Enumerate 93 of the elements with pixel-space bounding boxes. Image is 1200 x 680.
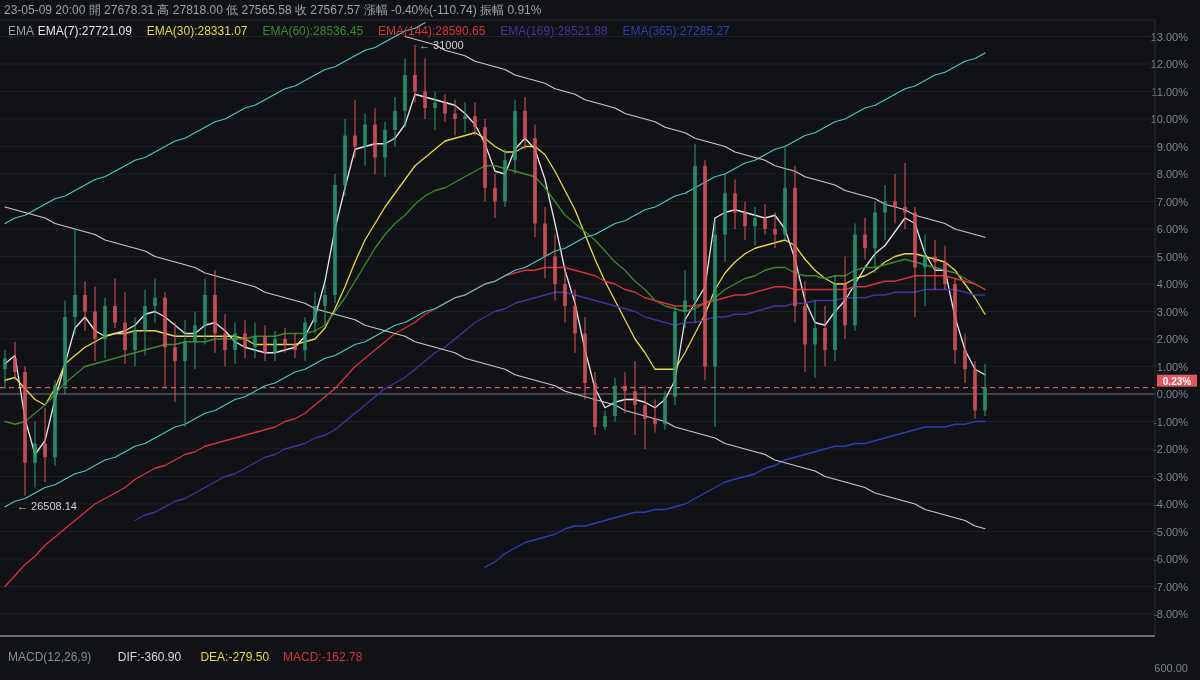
candlestick: [463, 102, 467, 134]
y-tick-label: 12.00%: [1150, 58, 1189, 70]
candlestick: [283, 327, 287, 354]
line-series: [4, 52, 986, 508]
y-tick-label: 9.00%: [1156, 140, 1189, 153]
y-tick-label: 5.00%: [1156, 250, 1189, 263]
candlestick: [823, 305, 827, 367]
candlestick: [473, 102, 477, 136]
candlestick: [733, 179, 737, 230]
y-tick-label: 11.00%: [1151, 85, 1189, 98]
candlestick: [883, 184, 887, 241]
y-tick-label: 6.00%: [1156, 223, 1189, 235]
candlestick: [33, 421, 37, 488]
y-tick-label: -2.00%: [1153, 443, 1189, 455]
candlestick: [963, 333, 967, 384]
candlestick: [453, 99, 457, 136]
y-tick-label: 4.00%: [1156, 278, 1189, 290]
y-tick-label: 3.00%: [1156, 305, 1189, 318]
line-series: [4, 206, 986, 530]
candlestick: [73, 228, 77, 334]
candlestick: [243, 319, 247, 359]
candlestick: [223, 313, 227, 367]
text: 23-05-09 20:00 開 27678.31 高 27818.00 低 27565.58 收 27567.57 漲幅 -0.40%(-110.74) 振幅 0.91%: [4, 3, 542, 17]
candlestick: [863, 217, 867, 260]
text: EMA(60):28536.45: [262, 24, 364, 38]
line-series: [484, 420, 986, 568]
text: DEA:-279.50: [200, 650, 270, 664]
candlestick: [183, 319, 187, 428]
candlestick: [933, 239, 937, 290]
candlestick: [683, 269, 687, 329]
candlestick: [653, 399, 657, 433]
y-tick-label: -8.00%: [1153, 608, 1189, 620]
candlestick: [83, 280, 87, 332]
candlestick: [313, 291, 317, 334]
candlestick: [233, 322, 237, 365]
candlestick: [433, 91, 437, 131]
candlestick: [363, 113, 367, 167]
candlestick: [293, 333, 297, 359]
candlestick: [153, 278, 157, 323]
text: EMA(169):28521.88: [500, 24, 608, 38]
y-tick-label: 8.00%: [1156, 168, 1189, 180]
candlestick: [353, 99, 357, 158]
text: MACD(12,26,9): [8, 650, 92, 664]
y-tick-label: -7.00%: [1153, 580, 1189, 593]
y-tick-label: 0.00%: [1156, 388, 1189, 400]
y-tick-label: 13.00%: [1150, 30, 1189, 43]
candlestick: [393, 96, 397, 147]
y-tick-label: 2.00%: [1156, 333, 1189, 345]
candlestick: [773, 212, 777, 249]
candlestick: [253, 322, 257, 359]
text: DIF:-360.90: [117, 650, 182, 664]
candlestick: [423, 58, 427, 120]
y-tick-label: 7.00%: [1156, 195, 1189, 208]
candlestick: [13, 341, 17, 378]
annotation: ← 26508.14: [17, 499, 77, 512]
text: EMA(7):27721.09: [37, 24, 133, 38]
candlestick: [983, 363, 987, 417]
candlestick: [413, 44, 417, 103]
candlestick: [443, 93, 447, 123]
candlestick: [43, 407, 47, 483]
candlestick: [893, 173, 897, 224]
candlestick: [133, 316, 137, 367]
candlestick: [563, 269, 567, 323]
candlestick: [603, 410, 607, 431]
y-tick-label: -6.00%: [1153, 553, 1189, 565]
candlestick: [743, 201, 747, 241]
y-tick-label: 10.00%: [1150, 113, 1189, 125]
text: EMA(365):27285.27: [622, 24, 731, 38]
candlestick: [903, 162, 907, 230]
candlestick: [273, 330, 277, 362]
candlestick: [753, 206, 757, 246]
text: MACD:-162.78: [283, 650, 363, 664]
candlestick: [3, 349, 7, 389]
candlestick: [113, 278, 117, 329]
candlestick: [493, 173, 497, 219]
candlestick: [813, 300, 817, 378]
line-series: [4, 132, 986, 406]
candlestick: [763, 203, 767, 235]
y-tick-label: -4.00%: [1153, 498, 1189, 510]
y-tick-label: -5.00%: [1153, 525, 1189, 538]
candlestick: [323, 283, 327, 326]
text: EMA(30):28331.07: [146, 24, 248, 38]
annotation: EMA: [8, 24, 35, 38]
ref-line-label: 0.23%: [1162, 375, 1192, 387]
y-tick-label: -3.00%: [1153, 470, 1189, 483]
candlestick: [193, 311, 197, 370]
y-tick-label: -1.00%: [1153, 415, 1189, 428]
candlestick: [923, 234, 927, 307]
text: 600.00: [1154, 662, 1188, 674]
annotation: ← 31000: [419, 38, 464, 51]
candlestick: [263, 324, 267, 362]
y-tick-label: 1.00%: [1156, 360, 1189, 373]
candlestick: [943, 245, 947, 290]
